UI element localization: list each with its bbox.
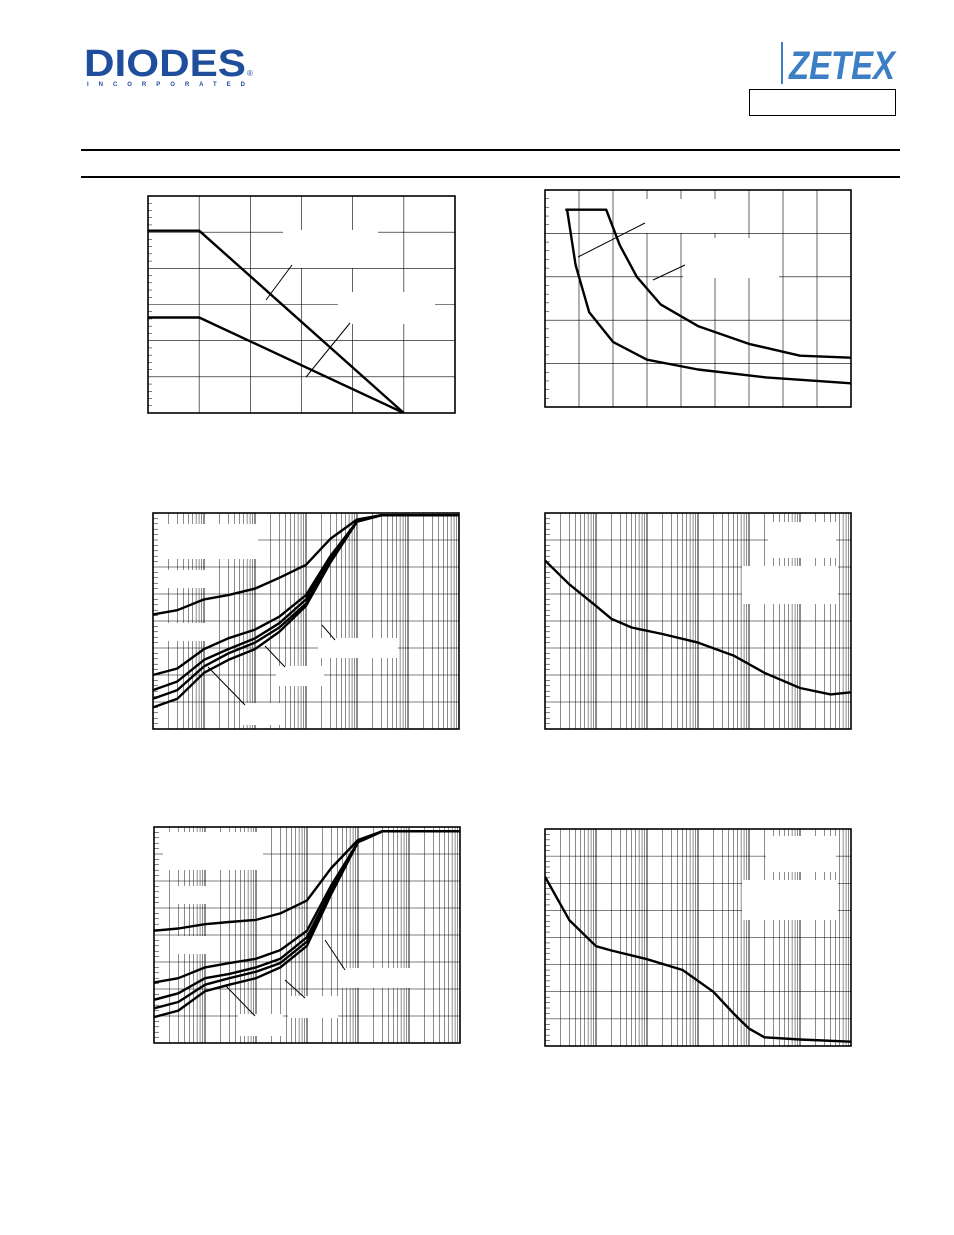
chart-bottom-left	[153, 826, 461, 1044]
leader-line	[324, 939, 346, 971]
zetex-logo: ZETEX	[781, 42, 897, 86]
label-area	[283, 230, 378, 268]
label-area	[168, 570, 213, 588]
label-area	[238, 1014, 283, 1036]
plot-frame	[544, 189, 852, 408]
leader-line	[264, 645, 286, 668]
label-area	[340, 968, 420, 988]
series-line-2	[565, 208, 851, 385]
series-line-1	[565, 208, 851, 359]
series-line-5	[153, 514, 459, 709]
plot-frame	[544, 828, 852, 1047]
leader-line	[321, 624, 336, 641]
leader-line	[652, 264, 686, 281]
leader-line	[207, 666, 246, 706]
chart-middle-left	[152, 512, 460, 730]
series-line-2	[148, 316, 405, 413]
header-rule-top	[81, 149, 900, 151]
grid	[544, 829, 851, 1046]
diodes-logo-wordmark: DIODES	[84, 43, 246, 85]
series-line-1	[545, 876, 851, 1043]
label-area	[338, 292, 435, 324]
leader-line	[577, 222, 646, 258]
leader-line	[224, 984, 256, 1017]
label-area	[163, 832, 263, 870]
label-area	[242, 703, 282, 725]
label-area	[170, 936, 216, 954]
series-line-1	[545, 559, 851, 696]
label-area	[168, 623, 213, 641]
plot-frame	[147, 195, 456, 414]
label-area	[158, 524, 258, 559]
label-area	[742, 880, 838, 920]
label-area	[643, 199, 733, 233]
label-area	[742, 566, 838, 604]
label-area	[288, 996, 338, 1018]
plot-frame	[152, 512, 460, 730]
leader-line	[284, 979, 306, 999]
chart-top-left	[147, 195, 456, 414]
zetex-logo-wordmark: ZETEX	[788, 44, 897, 86]
chart-top-right	[544, 189, 852, 408]
series-line-1	[148, 229, 405, 413]
header-rule-bottom	[81, 176, 900, 178]
label-area	[276, 666, 324, 686]
leader-line	[265, 264, 293, 301]
chart-bottom-right	[544, 828, 852, 1047]
part-number-box	[749, 89, 896, 116]
diodes-logo: DIODES INCORPORATED ®	[84, 43, 253, 88]
label-area	[170, 886, 216, 904]
label-area	[683, 238, 779, 278]
grid	[544, 513, 851, 729]
series-line-5	[154, 830, 460, 1019]
label-area	[768, 522, 836, 558]
diodes-logo-registered-mark: ®	[247, 69, 253, 78]
plot-frame	[153, 826, 461, 1044]
leader-line	[305, 322, 351, 378]
label-area	[318, 638, 398, 658]
plot-frame	[544, 512, 852, 730]
label-area	[766, 836, 836, 872]
chart-middle-right	[544, 512, 852, 730]
